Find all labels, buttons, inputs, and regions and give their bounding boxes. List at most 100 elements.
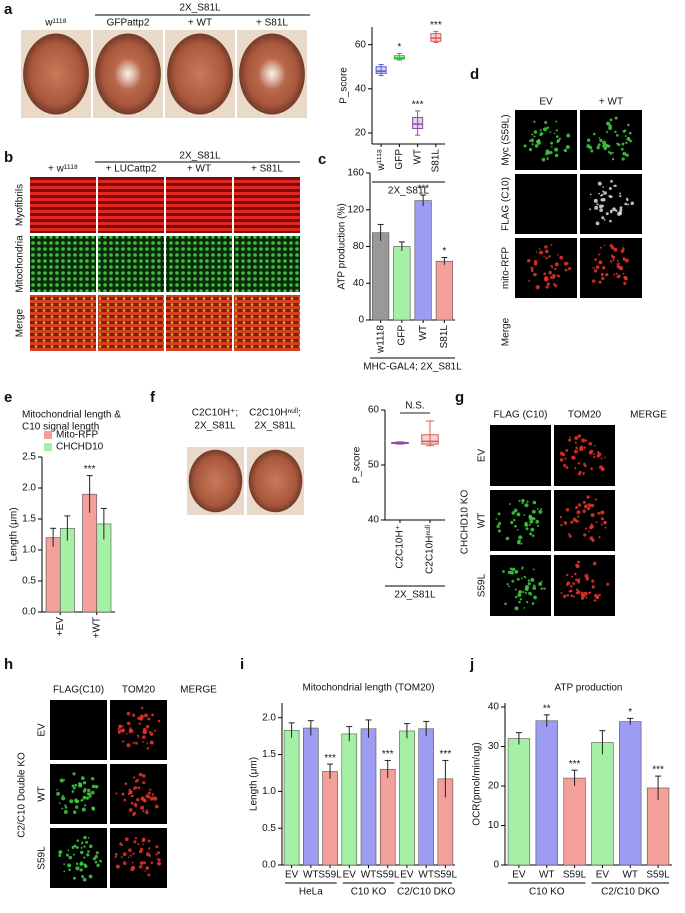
x-tick-label: +EV xyxy=(55,617,66,637)
column-label: TOM20 xyxy=(122,685,156,696)
cell-signal xyxy=(147,791,151,795)
cell-signal xyxy=(514,588,517,591)
row-label: mito-RFP xyxy=(501,247,512,290)
y-axis-label: ATP production (%) xyxy=(337,203,348,289)
cell-signal xyxy=(599,246,602,249)
cell-signal xyxy=(556,138,561,143)
panel-label: h xyxy=(4,656,13,673)
cell-signal xyxy=(564,149,568,152)
cell-signal xyxy=(593,599,597,602)
cell-signal xyxy=(605,272,609,277)
cell-signal xyxy=(604,456,606,459)
cell-signal xyxy=(522,591,525,594)
cell-signal xyxy=(140,847,144,852)
cell-signal xyxy=(148,731,151,734)
cell-signal xyxy=(137,736,140,739)
cell-signal xyxy=(78,782,83,787)
cell-signal xyxy=(122,861,127,866)
cell-signal xyxy=(154,804,159,809)
cell-signal xyxy=(516,529,519,531)
cell-signal xyxy=(583,533,587,537)
cell-signal xyxy=(130,801,134,805)
group-label: C2/C10 DKO xyxy=(601,887,660,898)
cell-signal xyxy=(538,581,543,586)
y-tick-label: 30 xyxy=(488,741,500,752)
cell-signal xyxy=(504,602,507,606)
cell-signal xyxy=(575,506,579,509)
cell-signal xyxy=(74,783,78,787)
column-label: FLAG(C10) xyxy=(53,685,104,696)
cell-signal xyxy=(88,874,93,879)
x-tick-label: EV xyxy=(343,870,357,881)
cell-signal xyxy=(532,500,537,505)
cell-signal xyxy=(82,789,86,793)
side-label: CHCHD10 KO xyxy=(460,490,471,555)
x-tick-label: S59L xyxy=(646,870,670,881)
x-tick-label: WT xyxy=(622,870,638,881)
cell-signal xyxy=(75,862,79,866)
cell-signal xyxy=(627,123,630,127)
cell-signal xyxy=(69,799,74,804)
cell-signal xyxy=(88,844,93,849)
cell-signal xyxy=(596,454,600,458)
cell-signal xyxy=(538,251,541,254)
panel-label: a xyxy=(4,1,13,18)
y-tick-label: 2.5 xyxy=(22,452,36,463)
cell-signal xyxy=(625,197,628,200)
cell-signal xyxy=(602,267,605,270)
cell-signal xyxy=(545,249,549,254)
cell-signal xyxy=(622,257,626,261)
cell-signal xyxy=(622,272,625,275)
image-label: 2X_S81L xyxy=(194,421,236,432)
cell-signal xyxy=(133,788,135,791)
cell-signal xyxy=(517,592,522,597)
cell-signal xyxy=(577,515,580,518)
y-tick-label: 80 xyxy=(353,241,365,252)
x-tick-label: EV xyxy=(512,870,526,881)
cell-signal xyxy=(157,858,161,862)
cell-image xyxy=(554,555,615,616)
cell-signal xyxy=(575,446,579,450)
y-axis-label: P_score xyxy=(352,446,363,483)
cell-signal xyxy=(624,258,629,263)
cell-signal xyxy=(624,202,628,206)
cell-signal xyxy=(509,570,514,575)
cell-signal xyxy=(155,845,159,849)
cell-signal xyxy=(622,151,627,156)
group-label: C10 KO xyxy=(529,887,565,898)
cell-signal xyxy=(71,784,75,788)
cell-signal xyxy=(614,130,617,134)
cell-signal xyxy=(566,573,569,577)
cell-signal xyxy=(531,517,535,521)
cell-signal xyxy=(574,572,577,576)
cell-signal xyxy=(550,141,554,145)
cell-signal xyxy=(79,868,83,872)
cell-signal xyxy=(620,147,624,151)
cell-signal xyxy=(573,457,576,460)
cell-signal xyxy=(146,742,149,745)
cell-signal xyxy=(524,503,529,508)
cell-signal xyxy=(529,532,533,536)
cell-signal xyxy=(533,272,537,277)
cell-signal xyxy=(132,713,136,717)
cell-signal xyxy=(616,259,619,262)
eye xyxy=(248,449,303,513)
cell-signal xyxy=(133,840,137,844)
cell-signal xyxy=(531,133,534,136)
bar xyxy=(393,246,411,321)
cell-signal xyxy=(570,520,574,524)
cell-signal xyxy=(600,272,604,277)
y-tick-label: 0.0 xyxy=(262,860,276,871)
y-tick-label: 20 xyxy=(488,781,500,792)
cell-signal xyxy=(563,463,567,468)
cell-signal xyxy=(560,592,563,595)
y-tick-label: 1.0 xyxy=(22,545,36,556)
cell-signal xyxy=(563,261,568,266)
cell-signal xyxy=(533,130,538,134)
cell-signal xyxy=(495,518,498,520)
cell-signal xyxy=(131,861,134,864)
cell-signal xyxy=(612,259,615,261)
cell-signal xyxy=(142,729,148,734)
cell-signal xyxy=(595,521,598,523)
chart-title: ATP production xyxy=(554,683,622,694)
